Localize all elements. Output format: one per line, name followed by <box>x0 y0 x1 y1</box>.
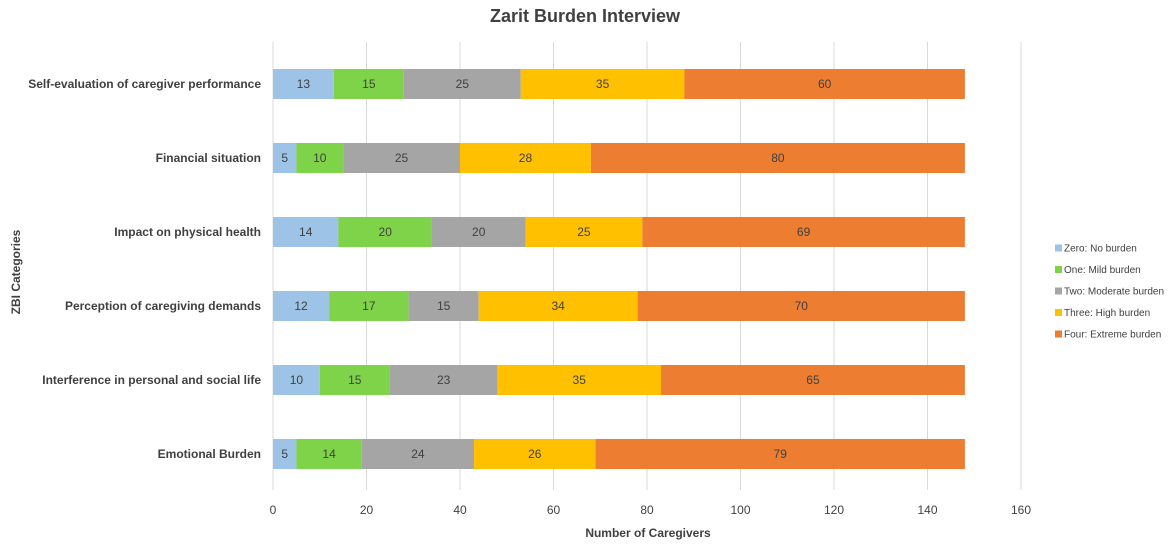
data-label: 35 <box>596 77 610 91</box>
data-label: 15 <box>437 299 451 313</box>
bars-layer <box>273 69 965 469</box>
category-label: Impact on physical health <box>114 225 261 239</box>
bar-segment-4 <box>460 143 591 173</box>
x-tick-label: 140 <box>917 503 937 517</box>
legend-swatch <box>1055 266 1062 273</box>
legend-label: One: Mild burden <box>1064 265 1141 276</box>
data-label: 20 <box>472 225 486 239</box>
data-label: 80 <box>771 151 785 165</box>
bar-segment-2 <box>333 69 404 99</box>
data-label: 10 <box>290 373 304 387</box>
bar-segment-2 <box>329 291 409 321</box>
data-label: 24 <box>411 447 425 461</box>
data-label: 5 <box>281 151 288 165</box>
axis-layer: 0 20 40 60 80 100 120 140 160 <box>270 503 1032 517</box>
bar-segment-1 <box>273 365 320 395</box>
data-label: 25 <box>395 151 409 165</box>
category-label: Perception of caregiving demands <box>65 299 261 313</box>
bar-segment-1 <box>273 217 339 247</box>
bar-segment-2 <box>296 439 362 469</box>
bar-segment-3 <box>343 143 460 173</box>
data-label: 34 <box>551 299 565 313</box>
bar-segment-1 <box>273 439 297 469</box>
bar-segment-5 <box>642 217 965 247</box>
labels-layer: Self-evaluation of caregiver performance… <box>28 77 831 461</box>
x-tick-label: 160 <box>1011 503 1031 517</box>
y-axis-title: ZBI Categories <box>9 229 23 314</box>
data-label: 25 <box>456 77 470 91</box>
bar-segment-4 <box>525 217 643 247</box>
legend-swatch <box>1055 309 1062 316</box>
data-label: 15 <box>348 373 362 387</box>
x-tick-label: 0 <box>270 503 277 517</box>
bar-segment-3 <box>389 365 498 395</box>
bar-segment-2 <box>338 217 432 247</box>
data-label: 25 <box>577 225 591 239</box>
legend: Zero: No burden One: Mild burden Two: Mode… <box>1055 244 1164 341</box>
bar-segment-4 <box>520 69 685 99</box>
data-label: 28 <box>519 151 533 165</box>
bar-segment-1 <box>273 69 334 99</box>
data-label: 79 <box>774 447 788 461</box>
data-label: 20 <box>379 225 393 239</box>
data-label: 5 <box>281 447 288 461</box>
data-label: 12 <box>294 299 308 313</box>
legend-label: Zero: No burden <box>1064 244 1137 255</box>
bar-segment-4 <box>474 439 596 469</box>
category-label: Emotional Burden <box>158 447 261 461</box>
bar-segment-3 <box>361 439 475 469</box>
data-label: 14 <box>322 447 336 461</box>
legend-swatch <box>1055 244 1062 252</box>
data-label: 13 <box>297 77 311 91</box>
x-tick-label: 20 <box>360 503 374 517</box>
bar-segment-3 <box>403 69 521 99</box>
category-label: Self-evaluation of caregiver performance <box>28 77 261 91</box>
category-label: Financial situation <box>156 151 261 165</box>
legend-swatch <box>1055 287 1062 295</box>
chart-title: Zarit Burden Interview <box>490 6 681 26</box>
legend-label: Three: High burden <box>1064 308 1150 319</box>
data-label: 35 <box>573 373 587 387</box>
data-label: 69 <box>797 225 811 239</box>
legend-swatch <box>1055 330 1062 338</box>
bar-segment-5 <box>661 365 965 395</box>
data-label: 23 <box>437 373 451 387</box>
bar-segment-3 <box>431 217 526 247</box>
data-label: 10 <box>313 151 327 165</box>
bar-segment-4 <box>497 365 662 395</box>
bar-segment-4 <box>478 291 638 321</box>
x-tick-label: 40 <box>453 503 467 517</box>
bar-segment-1 <box>273 291 330 321</box>
x-tick-label: 120 <box>824 503 844 517</box>
bar-segment-2 <box>319 365 390 395</box>
category-label: Interference in personal and social life <box>42 373 261 387</box>
bar-segment-5 <box>637 291 965 321</box>
bar-segment-3 <box>408 291 479 321</box>
x-tick-label: 80 <box>640 503 654 517</box>
legend-label: Four: Extreme burden <box>1064 330 1161 341</box>
legend-label: Two: Moderate burden <box>1064 287 1164 298</box>
grid-layer <box>272 42 1022 490</box>
data-label: 15 <box>362 77 376 91</box>
data-label: 17 <box>362 299 376 313</box>
bar-segment-5 <box>590 143 965 173</box>
data-label: 70 <box>795 299 809 313</box>
bar-segment-1 <box>273 143 297 173</box>
x-tick-label: 60 <box>547 503 561 517</box>
x-axis-title: Number of Caregivers <box>585 526 711 540</box>
bar-segment-5 <box>595 439 965 469</box>
x-tick-label: 100 <box>730 503 750 517</box>
bar-segment-2 <box>296 143 344 173</box>
data-label: 26 <box>528 447 542 461</box>
data-label: 14 <box>299 225 313 239</box>
data-label: 65 <box>806 373 820 387</box>
bar-segment-5 <box>684 69 965 99</box>
data-label: 60 <box>818 77 832 91</box>
